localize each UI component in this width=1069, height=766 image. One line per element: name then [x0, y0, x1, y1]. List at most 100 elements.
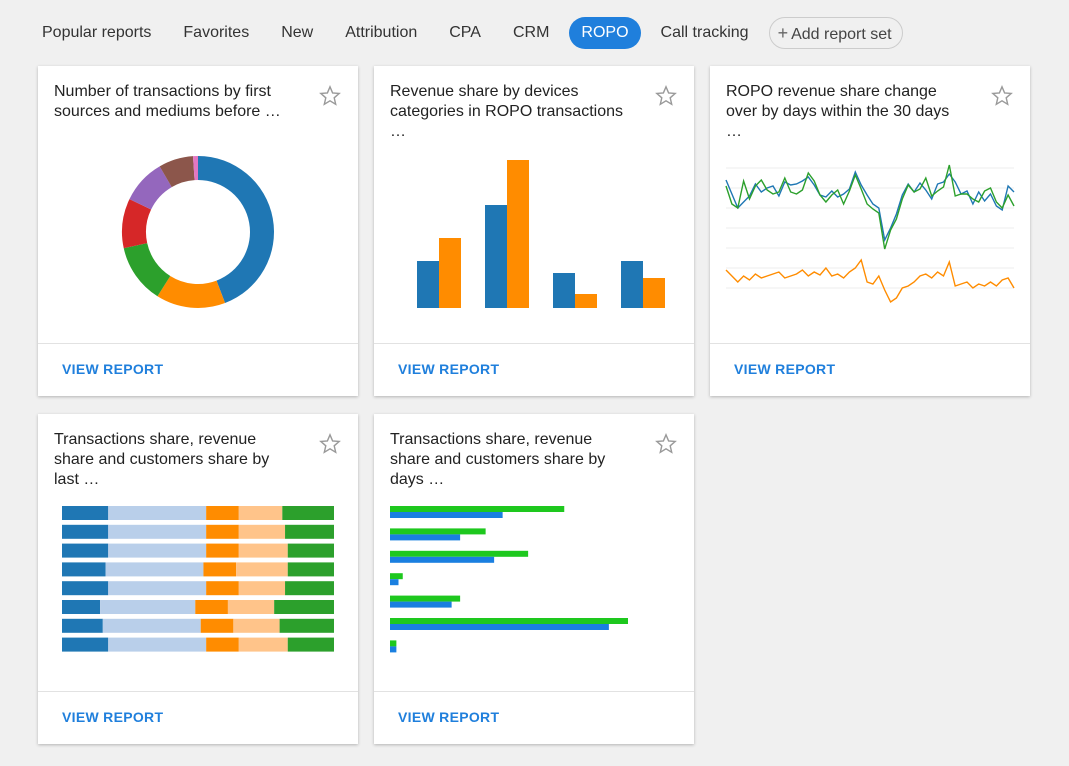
- card-divider: [374, 343, 694, 344]
- stacked-segment: [62, 562, 106, 577]
- bar: [390, 506, 565, 512]
- view-report-link[interactable]: VIEW REPORT: [398, 361, 500, 377]
- stacked-segment: [238, 581, 286, 596]
- stacked-segment: [62, 524, 109, 539]
- stacked-segment: [238, 506, 283, 520]
- stacked-segment: [282, 506, 334, 520]
- star-icon[interactable]: [654, 84, 678, 108]
- stacked-segment: [200, 618, 234, 633]
- report-card-shares-by-last: Transactions share, revenue share and cu…: [38, 414, 358, 744]
- stacked-segment: [102, 618, 201, 633]
- stacked-segment: [236, 562, 288, 577]
- bar: [390, 550, 529, 557]
- bar: [390, 624, 609, 630]
- report-card-ropo-revenue-change: ROPO revenue share change over by days w…: [710, 66, 1030, 396]
- tab-crm[interactable]: CRM: [512, 24, 550, 41]
- stacked-segment: [62, 506, 109, 520]
- view-report-link[interactable]: VIEW REPORT: [734, 361, 836, 377]
- bar: [390, 618, 628, 624]
- star-icon[interactable]: [318, 84, 342, 108]
- add-report-set-button[interactable]: + Add report set: [768, 17, 903, 49]
- bar: [390, 646, 397, 653]
- bar: [643, 278, 665, 308]
- bar: [390, 601, 452, 608]
- stacked-segment: [227, 600, 275, 614]
- view-report-link[interactable]: VIEW REPORT: [62, 361, 164, 377]
- view-report-link[interactable]: VIEW REPORT: [398, 709, 500, 725]
- bar: [507, 160, 529, 308]
- stacked-segment: [287, 637, 334, 652]
- stacked-segment: [108, 524, 207, 539]
- bar: [439, 238, 461, 308]
- star-icon[interactable]: [654, 432, 678, 456]
- card-divider: [710, 343, 1030, 344]
- card-title: Transactions share, revenue share and cu…: [54, 431, 270, 488]
- series-line: [725, 170, 1015, 243]
- bar: [485, 205, 507, 308]
- stacked-segment: [233, 618, 280, 633]
- report-card-revenue-by-devices: Revenue share by devices categories in R…: [374, 66, 694, 396]
- stacked-bar-chart: [62, 506, 334, 652]
- add-report-set-label: Add report set: [791, 26, 892, 43]
- report-tabs: Popular reports Favorites New Attribution CP…: [30, 16, 911, 50]
- stacked-segment: [287, 562, 334, 577]
- stacked-segment: [287, 543, 334, 558]
- plus-icon: +: [777, 23, 789, 43]
- donut-chart: [122, 156, 274, 308]
- stacked-segment: [238, 637, 288, 652]
- card-divider: [38, 343, 358, 344]
- tab-call-tracking[interactable]: Call tracking: [660, 24, 749, 41]
- series-line: [725, 258, 1015, 304]
- tab-favorites[interactable]: Favorites: [183, 24, 250, 41]
- tab-popular-reports[interactable]: Popular reports: [42, 24, 152, 41]
- pie-slice: [157, 275, 226, 308]
- stacked-segment: [206, 637, 239, 652]
- stacked-segment: [62, 618, 103, 633]
- stacked-segment: [62, 581, 109, 596]
- stacked-segment: [206, 506, 239, 520]
- stacked-segment: [279, 618, 334, 633]
- bar: [553, 273, 575, 308]
- tab-attribution[interactable]: Attribution: [345, 24, 418, 41]
- stacked-segment: [238, 524, 286, 539]
- card-title: Transactions share, revenue share and cu…: [390, 431, 606, 488]
- pie-slice: [123, 243, 171, 297]
- bar: [390, 640, 397, 647]
- bar: [621, 261, 643, 308]
- line-chart: [725, 164, 1015, 304]
- stacked-segment: [108, 637, 207, 652]
- bar: [390, 534, 461, 541]
- tab-cpa[interactable]: CPA: [449, 24, 481, 41]
- pie-slice: [129, 166, 172, 210]
- card-title: Revenue share by devices categories in R…: [390, 83, 623, 140]
- bar: [417, 261, 439, 308]
- bar: [390, 573, 403, 580]
- stacked-segment: [206, 543, 239, 558]
- bar: [390, 556, 495, 563]
- star-icon[interactable]: [990, 84, 1014, 108]
- stacked-segment: [206, 524, 239, 539]
- stacked-segment: [108, 581, 207, 596]
- stacked-segment: [108, 506, 207, 520]
- stacked-segment: [285, 581, 334, 596]
- star-icon[interactable]: [318, 432, 342, 456]
- card-title: ROPO revenue share change over by days w…: [726, 83, 950, 140]
- pie-slice: [159, 156, 195, 188]
- pie-slice: [198, 156, 274, 304]
- stacked-segment: [105, 562, 204, 577]
- report-card-shares-by-days: Transactions share, revenue share and cu…: [374, 414, 694, 744]
- bar: [575, 294, 597, 308]
- stacked-segment: [238, 543, 288, 558]
- card-divider: [374, 691, 694, 692]
- stacked-segment: [100, 600, 196, 614]
- tab-ropo[interactable]: ROPO: [569, 17, 641, 49]
- pie-slice: [122, 199, 152, 249]
- bar: [390, 579, 399, 586]
- pie-slice: [192, 156, 198, 181]
- stacked-segment: [195, 600, 228, 614]
- stacked-segment: [203, 562, 237, 577]
- grouped-bar-chart: [417, 160, 665, 308]
- stacked-segment: [206, 581, 239, 596]
- view-report-link[interactable]: VIEW REPORT: [62, 709, 164, 725]
- tab-new[interactable]: New: [281, 24, 314, 41]
